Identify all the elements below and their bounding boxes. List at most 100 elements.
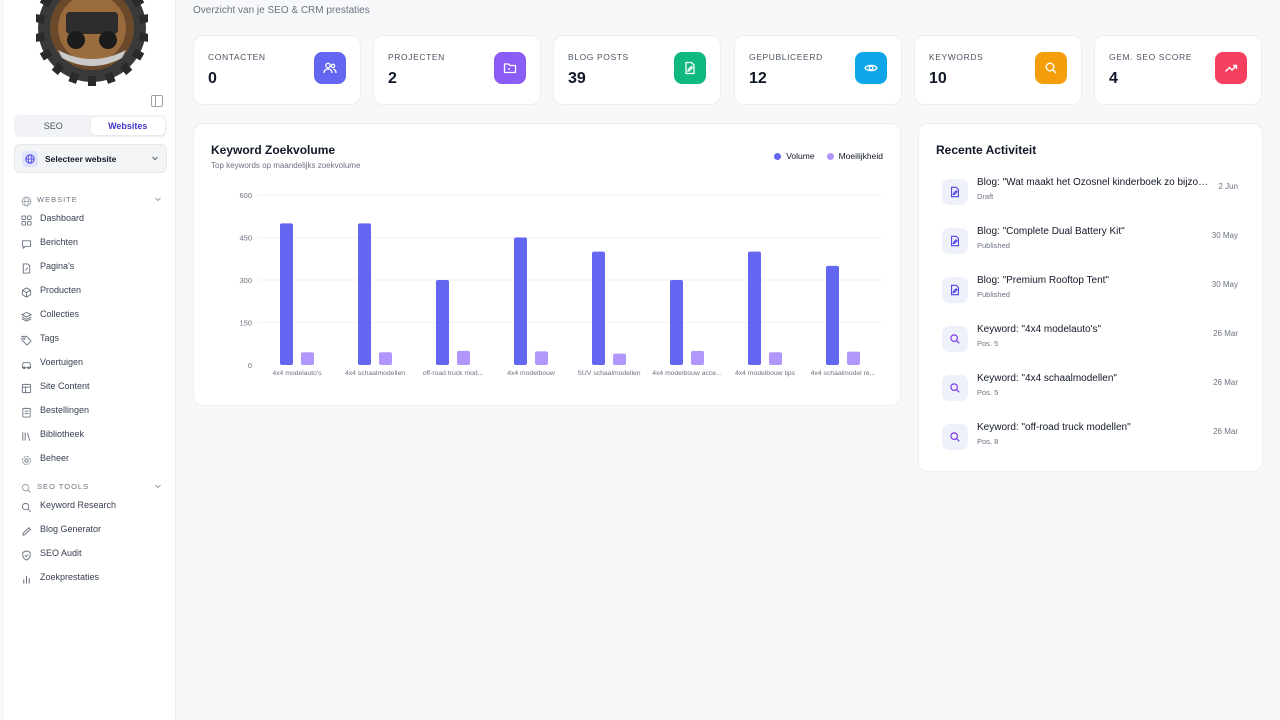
layout-icon: [21, 381, 32, 393]
activity-date: 26 Mar: [1213, 329, 1238, 338]
activity-item[interactable]: Blog: "Complete Dual Battery Kit" Publis…: [942, 226, 1242, 258]
sidebar-item-seo-audit[interactable]: SEO Audit: [21, 545, 82, 561]
document-pen-icon: [942, 228, 968, 254]
sidebar-item-producten[interactable]: Producten: [21, 282, 81, 298]
stat-label: KEYWORDS: [929, 52, 984, 62]
sidebar: SEO Websites Selecteer website WEBSITE D…: [4, 0, 176, 720]
stat-label: BLOG POSTS: [568, 52, 629, 62]
search-icon: [942, 424, 968, 450]
trending-up-icon: [1215, 52, 1247, 84]
sidebar-item-bestellingen[interactable]: Bestellingen: [21, 402, 89, 418]
sidebar-item-label: Zoekprestaties: [40, 572, 100, 582]
sidebar-item-label: Keyword Research: [40, 500, 117, 510]
sidebar-item-label: Bestellingen: [40, 405, 90, 415]
sidebar-item-label: Dashboard: [40, 213, 85, 223]
folder-icon: [494, 52, 526, 84]
activity-text: Keyword: "4x4 modelauto's": [977, 324, 1102, 335]
bar-moeilijkheid: [769, 352, 782, 365]
sidebar-item-label: SEO Audit: [40, 548, 82, 558]
y-tick-label: 600: [239, 191, 252, 200]
sidebar-item-label: Beheer: [40, 453, 70, 463]
sidebar-item-tags[interactable]: Tags: [21, 330, 59, 346]
sidebar-item-site-content[interactable]: Site Content: [21, 378, 90, 394]
y-tick-label: 300: [239, 276, 252, 285]
x-tick-label: SUV schaalmodellen: [577, 370, 640, 377]
bar-chart-icon: [21, 572, 32, 584]
section-seo-tools[interactable]: SEO TOOLS: [21, 477, 162, 495]
y-tick-label: 450: [239, 234, 252, 243]
stat-card-gem-seo-score[interactable]: GEM. SEO SCORE 4: [1094, 35, 1262, 105]
activity-item[interactable]: Blog: "Premium Rooftop Tent" Published 3…: [942, 275, 1242, 307]
sidebar-item-zoekprestaties[interactable]: Zoekprestaties: [21, 569, 99, 585]
stat-card-contacten[interactable]: CONTACTEN 0: [193, 35, 361, 105]
website-select-label: Selecteer website: [45, 153, 117, 164]
sidebar-item-label: Berichten: [40, 237, 79, 247]
shield-icon: [21, 548, 32, 561]
website-select[interactable]: Selecteer website: [14, 144, 167, 173]
logo[interactable]: [36, 0, 148, 86]
bar-moeilijkheid: [535, 351, 548, 365]
sidebar-item-beheer[interactable]: Beheer: [21, 450, 69, 466]
bar-moeilijkheid: [691, 350, 704, 365]
y-tick-label: 150: [239, 319, 252, 328]
legend-item-volume[interactable]: Volume: [774, 151, 815, 161]
chart-title: Keyword Zoekvolume: [211, 143, 336, 157]
activity-date: 30 May: [1211, 280, 1238, 289]
activity-text: Blog: "Complete Dual Battery Kit": [977, 226, 1125, 237]
collapse-sidebar-button[interactable]: [151, 95, 163, 107]
sidebar-item-paginas[interactable]: Pagina's: [21, 258, 74, 274]
keyword-volume-card: Keyword Zoekvolume Top keywords op maand…: [193, 123, 901, 406]
chevron-down-icon: [151, 154, 159, 164]
stat-card-gepubliceerd[interactable]: GEPUBLICEERD 12: [734, 35, 902, 105]
stat-card-keywords[interactable]: KEYWORDS 10: [914, 35, 1082, 105]
stat-card-projecten[interactable]: PROJECTEN 2: [373, 35, 541, 105]
tab-websites[interactable]: Websites: [90, 117, 165, 135]
sidebar-item-dashboard[interactable]: Dashboard: [21, 210, 84, 226]
globe-icon: [21, 194, 32, 206]
sidebar-item-collecties[interactable]: Collecties: [20, 306, 79, 322]
legend-item-moeilijkheid[interactable]: Moeilijkheid: [826, 151, 883, 161]
sidebar-item-blog-generator[interactable]: Blog Generator: [21, 521, 101, 537]
activity-item[interactable]: Keyword: "4x4 schaalmodellen" Pos. 5 26 …: [942, 373, 1242, 405]
stat-value: 39: [568, 70, 586, 87]
activity-status: Pos. 8: [977, 437, 999, 446]
bar-volume: [280, 223, 293, 365]
activity-item[interactable]: Keyword: "off-road truck modellen" Pos. …: [942, 422, 1242, 454]
sidebar-item-voertuigen[interactable]: Voertuigen: [21, 354, 83, 370]
bar-moeilijkheid: [379, 352, 392, 365]
sidebar-item-bibliotheek[interactable]: Bibliotheek: [21, 426, 84, 442]
search-icon: [1035, 52, 1067, 84]
activity-text: Blog: "Wat maakt het Ozosnel kinderboek …: [977, 177, 1213, 188]
activity-item[interactable]: Keyword: "4x4 modelauto's" Pos. 5 26 Mar: [942, 324, 1242, 356]
activity-status: Published: [977, 241, 1010, 250]
bar-volume: [358, 223, 371, 365]
document-pen-icon: [674, 52, 706, 84]
bar-volume: [670, 280, 683, 365]
x-tick-label: off-road truck mod...: [423, 370, 484, 377]
layers-icon: [20, 309, 33, 322]
activity-text: Blog: "Premium Rooftop Tent": [977, 275, 1109, 286]
chart-subtitle: Top keywords op maandelijks zoekvolume: [211, 161, 361, 170]
bar-volume: [436, 280, 449, 365]
stat-card-blog-posts[interactable]: BLOG POSTS 39: [553, 35, 721, 105]
x-tick-label: 4x4 modelbouw acce...: [652, 370, 722, 377]
sidebar-item-berichten[interactable]: Berichten: [21, 234, 78, 250]
document-pen-icon: [942, 179, 968, 205]
bar-moeilijkheid: [613, 353, 626, 365]
sidebar-item-label: Site Content: [40, 381, 90, 391]
bar-volume: [592, 251, 605, 365]
search-icon: [942, 375, 968, 401]
tab-seo[interactable]: SEO: [43, 121, 63, 131]
users-icon: [314, 52, 346, 84]
eye-icon: [855, 52, 887, 84]
bar-moeilijkheid: [301, 352, 314, 365]
activity-item[interactable]: Blog: "Wat maakt het Ozosnel kinderboek …: [942, 177, 1242, 209]
section-website[interactable]: WEBSITE: [21, 190, 162, 208]
page-subtitle: Overzicht van je SEO & CRM prestaties: [193, 5, 370, 16]
stat-value: 12: [749, 70, 767, 87]
sidebar-item-keyword-research[interactable]: Keyword Research: [21, 497, 116, 513]
activity-date: 2 Jun: [1218, 182, 1238, 191]
chevron-down-icon: [154, 190, 162, 208]
activity-title: Recente Activiteit: [936, 143, 1037, 157]
search-icon: [942, 326, 968, 352]
